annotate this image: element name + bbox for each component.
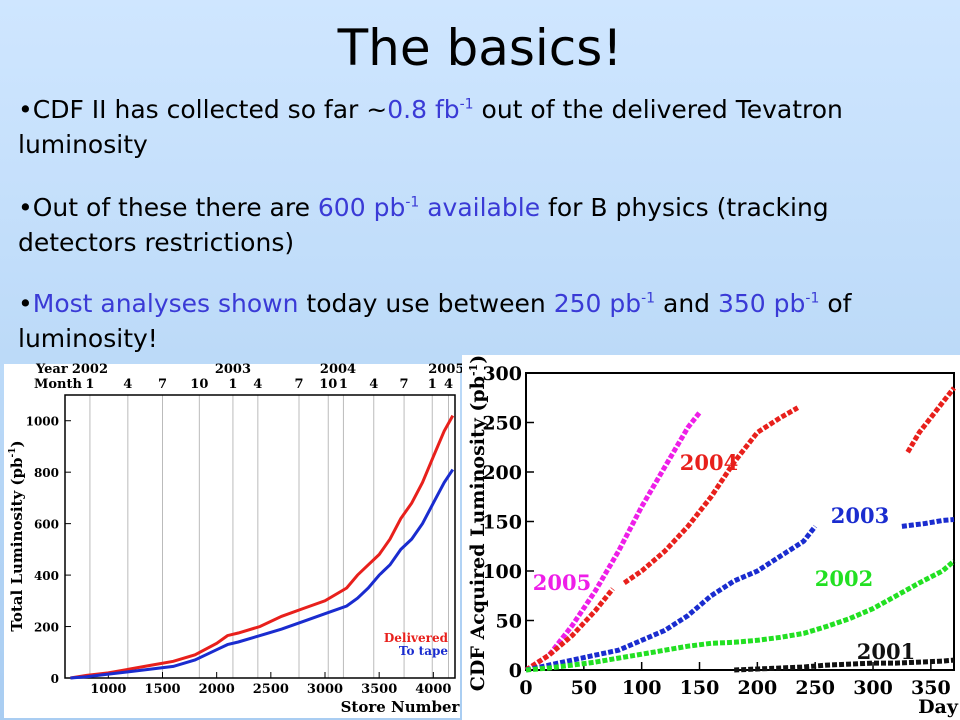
bullet-3-text-g: of luminosity! [18, 289, 852, 353]
y-tick-label: 600 [34, 518, 59, 532]
y-axis-label: CDF Acquired Luminosity (pb-1) [467, 355, 489, 691]
y-axis-label: Total Luminosity (pb-1) [8, 440, 26, 631]
y-tick-label: 200 [482, 462, 522, 484]
series-2004 [524, 386, 956, 673]
year-label: 2003 [215, 362, 251, 377]
slide-title: The basics! [337, 19, 623, 77]
month-label: 4 [253, 377, 262, 392]
series-line-to-tape [70, 468, 455, 680]
x-axis-label: Day [918, 696, 959, 718]
bullet-3-exp-high: -1 [805, 290, 820, 307]
y-tick-label: 100 [482, 561, 522, 583]
chart-panel [4, 364, 460, 718]
month-row-label: Month [34, 377, 83, 392]
month-label: 7 [400, 377, 409, 392]
x-tick-label: 1000 [90, 682, 126, 697]
bullet-3-and: and [655, 289, 718, 318]
bullet-2-available: available [419, 193, 541, 222]
x-tick-label: 200 [738, 677, 778, 699]
plot-frame [64, 394, 456, 679]
x-tick-label: 2000 [199, 682, 235, 697]
month-label: 1 [85, 377, 94, 392]
bullet-1-text-c: out of the delivered Tevatron luminosity [18, 95, 843, 159]
series-label-2001: 2001 [857, 639, 915, 664]
bullet-1-unit-exp: -1 [459, 96, 474, 113]
series-2003 [525, 517, 955, 673]
y-tick-label: 800 [34, 466, 59, 480]
series-line-delivered [70, 414, 455, 680]
x-tick-label: 1500 [144, 682, 180, 697]
y-tick-label: 400 [34, 569, 59, 583]
bullet-1-value: 0.8 fb [387, 95, 460, 124]
y-tick-label: 200 [34, 621, 59, 635]
x-tick-label: 50 [571, 677, 597, 699]
x-tick-label: 4000 [415, 682, 451, 697]
bullet-3-text-c: today use between [298, 289, 554, 318]
bullet-3-value-high: 350 pb [718, 289, 806, 318]
y-tick-label: 0 [51, 672, 59, 686]
series-2001 [734, 657, 955, 673]
bullet-2-unit-exp: -1 [405, 194, 420, 211]
y-tick-label: 1000 [26, 415, 59, 429]
y-tick-label: 300 [482, 363, 522, 385]
x-tick-label: 3000 [307, 682, 343, 697]
bullet-3-dot: • [18, 289, 33, 318]
x-tick-label: 3500 [361, 682, 397, 697]
month-label: 7 [294, 377, 303, 392]
x-tick-label: 250 [795, 677, 835, 699]
y-tick-label: 250 [482, 413, 522, 435]
bullet-2-value: 600 pb [317, 193, 406, 222]
bullet-1-text-a: •CDF II has collected so far ~ [18, 95, 388, 124]
x-tick-label: 0 [519, 677, 532, 699]
series-label-2003: 2003 [831, 503, 889, 528]
series-2002 [525, 559, 956, 673]
x-tick-label: 2500 [253, 682, 289, 697]
year-label: 2002 [72, 362, 108, 377]
y-tick-label: 0 [509, 660, 522, 682]
bullet-3: •Most analyses shown today use between 2… [18, 286, 953, 356]
x-axis-label: Store Number [341, 698, 461, 716]
year-label: 2004 [320, 362, 356, 377]
legend-to-tape: To tape [399, 644, 448, 658]
series-label-2005: 2005 [533, 570, 591, 595]
y-tick-label: 150 [482, 512, 522, 534]
month-label: 4 [369, 377, 378, 392]
bullet-1: •CDF II has collected so far ~0.8 fb-1 o… [18, 92, 953, 162]
bullet-2-text-c: for B physics (tracking detectors restri… [18, 193, 829, 257]
x-tick-label: 300 [853, 677, 893, 699]
bullet-3-highlight: Most analyses shown [32, 289, 299, 318]
bullet-2: •Out of these there are 600 pb-1 availab… [18, 190, 953, 260]
year-label: 2005 [428, 362, 464, 377]
month-label: 1 [228, 377, 237, 392]
series-label-2002: 2002 [815, 566, 873, 591]
month-label: 10 [190, 377, 208, 392]
month-label: 4 [444, 377, 453, 392]
acquired-luminosity-chart: 0 50 100 150 200 250 300 350 0 50 100 150 200 250 300 D… [462, 355, 960, 720]
month-label: 7 [158, 377, 167, 392]
x-tick-label: 350 [911, 677, 951, 699]
month-label: 4 [123, 377, 132, 392]
year-row-label: Year [35, 362, 68, 377]
bullet-2-text-a: •Out of these there are [18, 193, 318, 222]
legend-delivered: Delivered [384, 631, 449, 645]
month-label: 1 [428, 377, 437, 392]
bullet-3-exp-low: -1 [641, 290, 656, 307]
y-tick-label: 50 [496, 611, 522, 633]
bullet-3-value-low: 250 pb [553, 289, 642, 318]
x-tick-label: 150 [680, 677, 720, 699]
series-label-2004: 2004 [680, 450, 738, 475]
month-label: 10 [319, 377, 337, 392]
x-tick-label: 100 [622, 677, 662, 699]
total-luminosity-chart: 1000 1500 2000 2500 3000 3500 4000 0 200 400 600 80… [4, 362, 464, 718]
month-label: 1 [339, 377, 348, 392]
